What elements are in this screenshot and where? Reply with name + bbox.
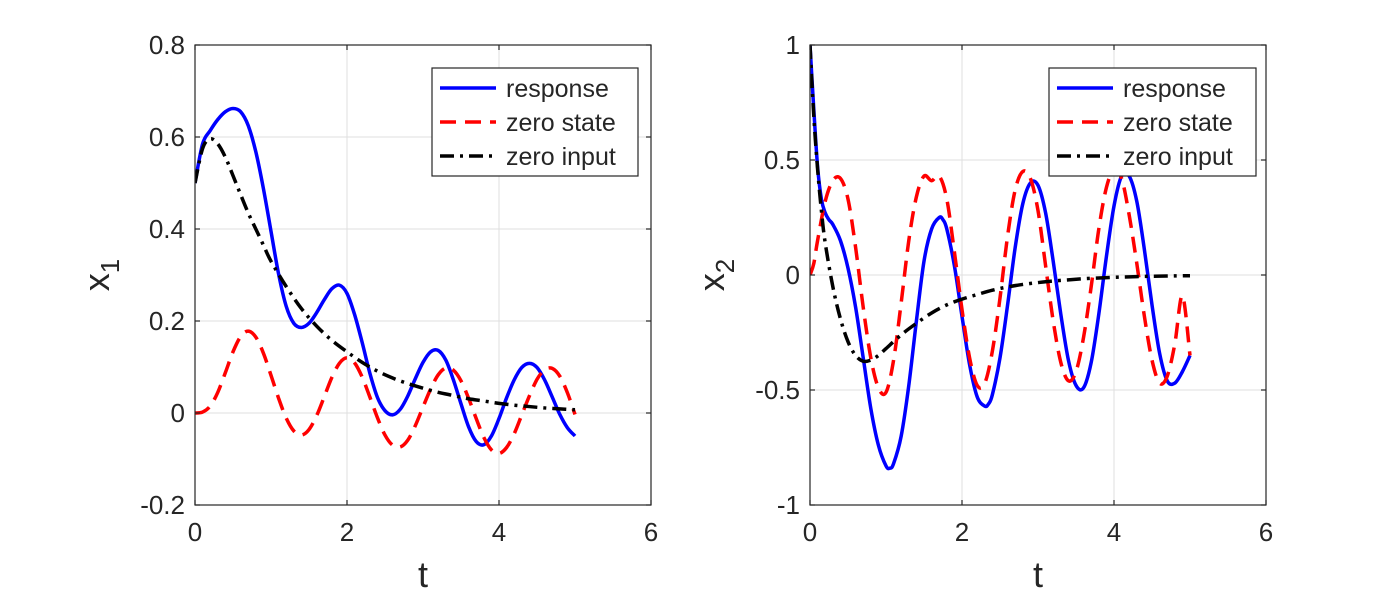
legend-label: response	[1123, 75, 1226, 103]
x-tick-label: 2	[955, 517, 969, 547]
x-tick-label: 2	[340, 517, 354, 547]
y-axis-label-text: x	[691, 273, 732, 291]
series-line-zero-state	[195, 329, 577, 456]
legend-label: zero state	[506, 109, 616, 137]
y-tick-label: 0.8	[149, 30, 185, 60]
y-tick-label: 1	[786, 30, 800, 60]
legend-label: zero input	[506, 143, 616, 171]
y-axis-label: x1	[76, 259, 125, 291]
y-tick-label: 0.6	[149, 122, 185, 152]
x-axis-label: t	[418, 554, 428, 595]
legend-label: response	[506, 75, 609, 103]
y-tick-label: 0.4	[149, 214, 185, 244]
y-tick-label: 0	[171, 398, 185, 428]
x-tick-label: 0	[188, 517, 202, 547]
series-group	[195, 106, 577, 456]
y-tick-label: -1	[777, 490, 800, 520]
y-tick-label: 0.2	[149, 306, 185, 336]
y-axis-label-subscript: 2	[710, 259, 740, 273]
x-tick-label: 6	[644, 517, 658, 547]
y-axis-label-text: x	[76, 273, 117, 291]
series-line-response	[810, 44, 1192, 471]
series-line-zero-state	[810, 167, 1192, 397]
x-axis-label: t	[1033, 554, 1043, 595]
legend-label: zero input	[1123, 143, 1233, 171]
y-axis-label-subscript: 1	[95, 259, 125, 273]
series-line-zero-input	[195, 136, 576, 412]
series-group	[810, 44, 1192, 471]
axes-box	[194, 44, 652, 506]
legend: response zero state zero input	[1048, 67, 1257, 177]
y-tick-label: -0.5	[755, 375, 800, 405]
y-tick-label: 0.5	[764, 145, 800, 175]
x-tick-label: 0	[803, 517, 817, 547]
y-axis-label: x2	[691, 259, 740, 291]
x-tick-label: 6	[1259, 517, 1273, 547]
legend-label: zero state	[1123, 109, 1233, 137]
x-tick-label: 4	[492, 517, 506, 547]
y-tick-label: -0.2	[140, 490, 185, 520]
y-tick-label: 0	[786, 260, 800, 290]
x-tick-label: 4	[1107, 517, 1121, 547]
legend: response zero state zero input	[431, 67, 639, 177]
series-line-zero-input	[810, 44, 1191, 364]
series-line-response	[195, 106, 577, 447]
